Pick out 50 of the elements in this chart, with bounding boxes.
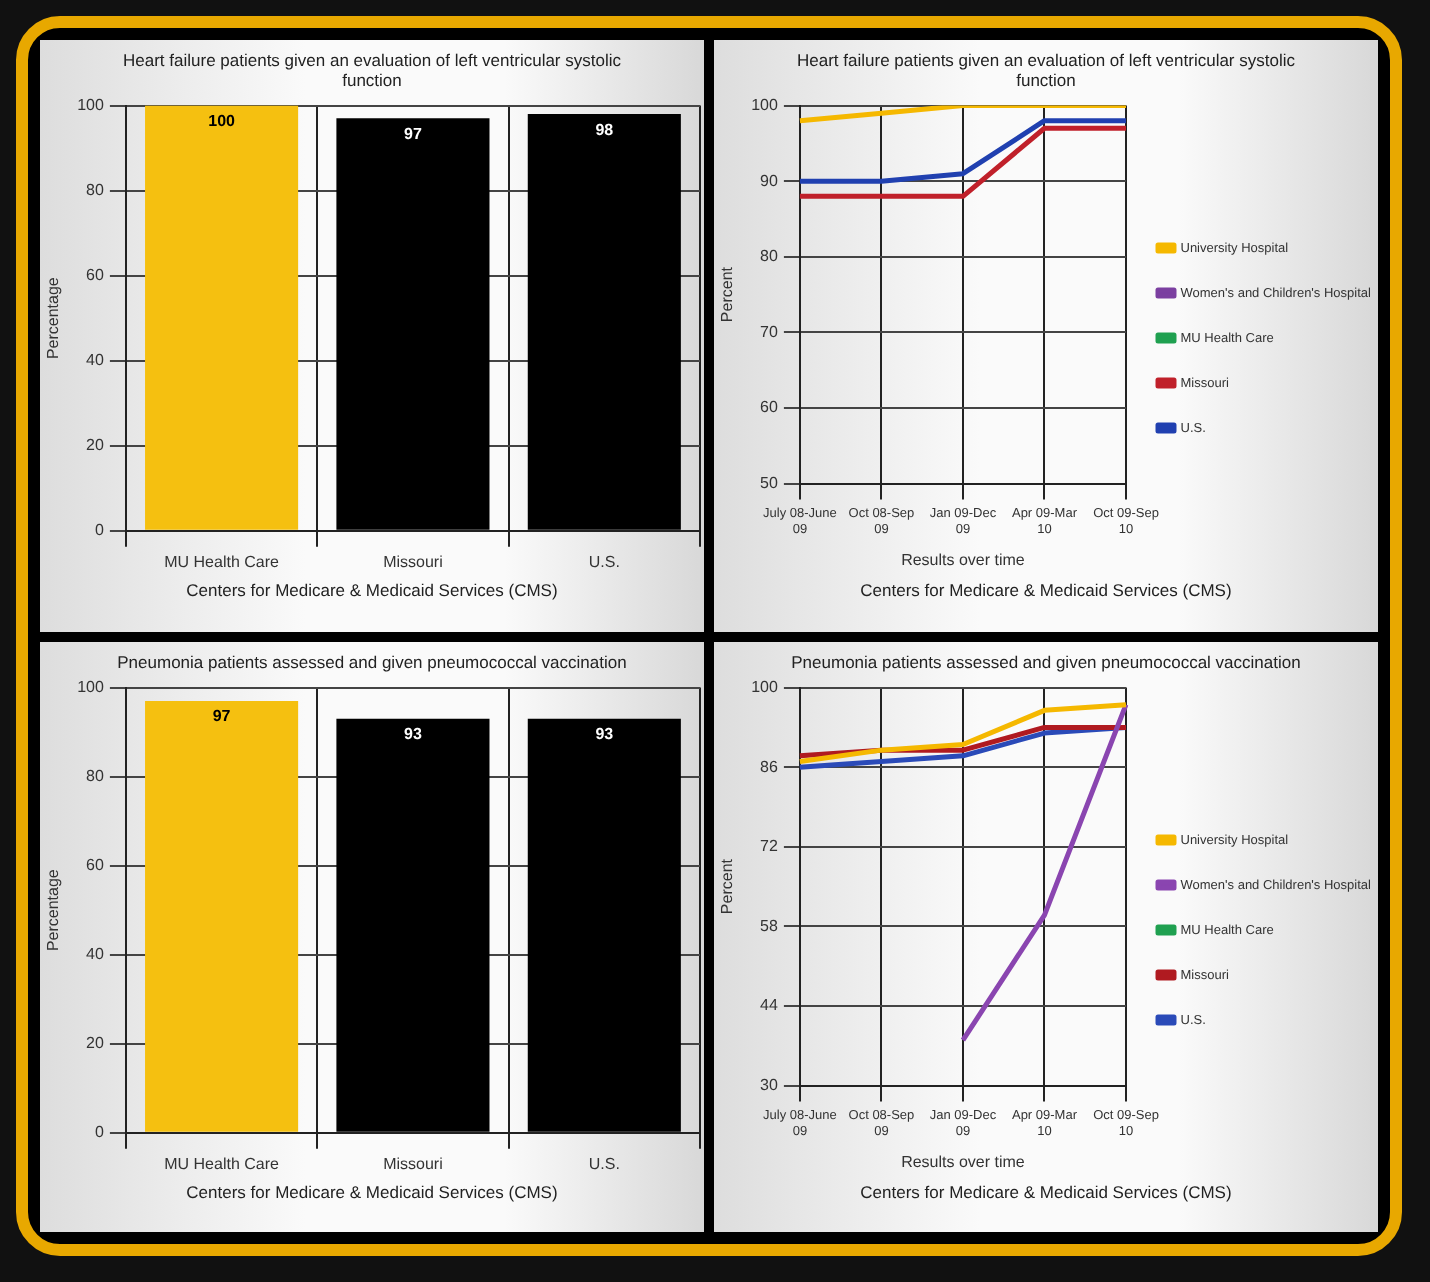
data-label: 97 (212, 706, 232, 725)
y-tick-label: 70 (760, 322, 779, 341)
x-tick-label: MU Health Care (164, 552, 281, 571)
y-tick-label: 20 (86, 1033, 105, 1052)
y-axis-title: Percentage (44, 276, 63, 360)
y-tick-label: 60 (86, 266, 105, 285)
x-tick-label: U.S. (588, 1153, 620, 1172)
y-tick-label: 40 (86, 944, 105, 963)
y-tick-label: 100 (751, 677, 779, 696)
y-tick-label: 40 (86, 351, 105, 370)
y-tick-label: 80 (86, 181, 105, 200)
y-tick-label: 50 (760, 474, 779, 493)
y-tick-label: 80 (760, 247, 779, 266)
y-tick-label: 44 (760, 995, 779, 1014)
x-tick-label: Missouri (383, 1153, 444, 1172)
data-label: 93 (595, 724, 615, 743)
data-label: 100 (208, 112, 237, 131)
y-tick-label: 58 (760, 915, 779, 934)
y-tick-label: 90 (760, 171, 779, 190)
y-tick-label: 20 (86, 436, 105, 455)
x-tick-label: U.S. (588, 552, 620, 571)
chart-title: Pneumonia patients assessed and given pneumococcal vaccination (789, 651, 1303, 671)
y-tick-label: 100 (77, 677, 105, 696)
x-axis-title: Results over time (901, 1151, 1026, 1170)
y-tick-label: 30 (760, 1075, 779, 1094)
y-tick-label: 0 (94, 1122, 105, 1141)
data-label: 97 (404, 124, 423, 143)
x-axis-title: Results over time (901, 550, 1026, 569)
chart-title: Heart failure patients given an evaluation of left ventricular systolic function (795, 50, 1297, 90)
y-tick-label: 100 (77, 96, 105, 115)
text: Centers for Medicare & Medicaid Services (CMS) (860, 580, 1232, 600)
y-tick-label: 72 (760, 836, 779, 855)
text: Centers for Medicare & Medicaid Services (CMS) (860, 1181, 1232, 1201)
data-label: 93 (404, 724, 423, 743)
y-tick-label: 0 (94, 521, 105, 540)
data-label: 98 (595, 120, 615, 139)
y-tick-label: 60 (86, 855, 105, 874)
y-tick-label: 86 (760, 756, 779, 775)
chart-title: Heart failure patients given an evaluation of left ventricular systolic function (121, 50, 623, 90)
x-tick-label: Missouri (383, 552, 444, 571)
y-axis-title: Percent (718, 265, 737, 323)
y-axis-title: Percentage (44, 867, 63, 951)
text: Centers for Medicare & Medicaid Services (CMS) (186, 1181, 558, 1201)
y-tick-label: 60 (760, 398, 779, 417)
y-axis-title: Percent (718, 856, 737, 914)
chart-title: Pneumonia patients assessed and given pneumococcal vaccination (115, 651, 629, 671)
y-tick-label: 80 (86, 766, 105, 785)
y-tick-label: 100 (751, 96, 779, 115)
x-tick-label: MU Health Care (164, 1153, 281, 1172)
text: Centers for Medicare & Medicaid Services (CMS) (186, 580, 558, 600)
